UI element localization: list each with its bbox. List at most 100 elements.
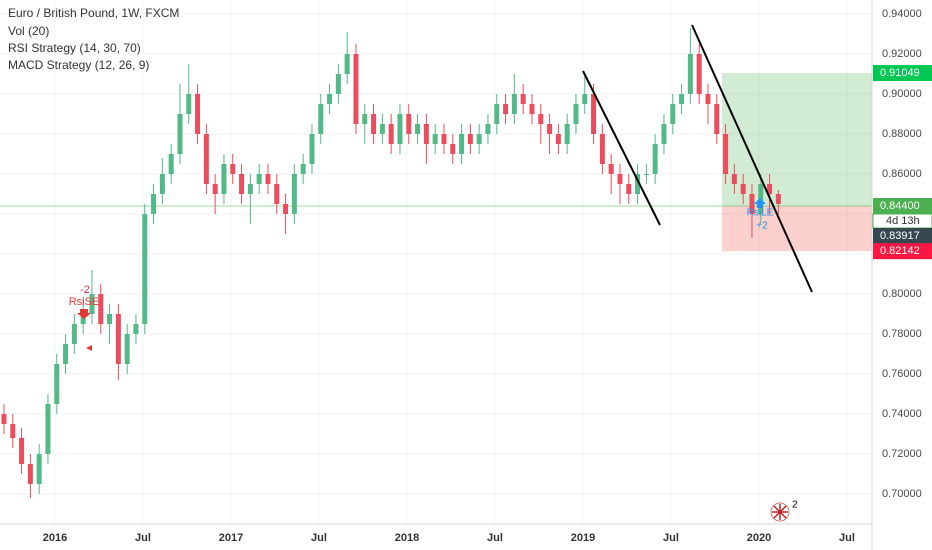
x-tick-label: 2017 <box>219 532 243 544</box>
candle-body <box>555 134 561 144</box>
candle-body <box>107 314 113 324</box>
x-tick-label: 2019 <box>571 532 595 544</box>
y-tick-label: 0.80000 <box>882 288 922 300</box>
candle-body <box>397 114 403 144</box>
trend-line[interactable] <box>582 70 661 226</box>
candle-body <box>388 124 394 144</box>
candle-body <box>591 94 597 134</box>
candle-body <box>635 174 641 194</box>
candle-body <box>89 294 95 314</box>
candle-body <box>582 94 588 104</box>
y-tick-label: 0.74000 <box>882 408 922 420</box>
candle-body <box>705 94 711 104</box>
x-tick-label: 2020 <box>747 532 771 544</box>
candle-body <box>309 134 315 164</box>
price-label-bg <box>873 228 932 244</box>
candle-body <box>353 54 359 124</box>
candle-body <box>441 134 447 144</box>
x-tick-label: 2018 <box>395 532 419 544</box>
candle-body <box>142 214 148 324</box>
candle-body <box>485 124 491 134</box>
candle-body <box>80 314 86 324</box>
candle-body <box>283 204 289 214</box>
loss-zone <box>722 206 872 252</box>
profit-zone <box>722 73 872 207</box>
candle-body <box>115 314 121 364</box>
candle-body <box>731 174 737 184</box>
buy-arrow <box>754 198 766 208</box>
candle-body <box>265 174 271 184</box>
candle-body <box>203 134 209 184</box>
candle-body <box>547 124 553 134</box>
price-label-bg <box>873 198 932 214</box>
candle-body <box>195 94 201 134</box>
candle-body <box>362 114 368 124</box>
price-label: 0.83917 <box>880 230 920 242</box>
candle-body <box>247 184 253 194</box>
indicator-legend[interactable]: Vol (20) <box>8 24 49 38</box>
price-label-bg <box>873 243 932 260</box>
candle-body <box>696 54 702 94</box>
candle-body <box>740 184 746 194</box>
candle-body <box>714 104 720 134</box>
events-count: 2 <box>792 500 798 511</box>
indicator-legend[interactable]: MACD Strategy (12, 26, 9) <box>8 58 149 72</box>
y-tick-label: 0.86000 <box>882 168 922 180</box>
candle-body <box>221 164 227 194</box>
candle-body <box>10 424 16 438</box>
x-tick-label: Jul <box>311 532 327 544</box>
candles <box>1 28 781 498</box>
candle-body <box>538 114 544 124</box>
y-tick-label: 0.92000 <box>882 48 922 60</box>
candle-body <box>599 134 605 164</box>
trend-line[interactable] <box>691 24 813 293</box>
candle-body <box>27 464 33 484</box>
candle-body <box>300 164 306 174</box>
candle-body <box>423 124 429 144</box>
candle-body <box>19 438 25 464</box>
candle-body <box>564 124 570 144</box>
x-tick-label: Jul <box>135 532 151 544</box>
candle-body <box>1 414 7 424</box>
candle-body <box>371 114 377 134</box>
candle-body <box>63 344 69 364</box>
candle-body <box>98 294 104 324</box>
candle-body <box>626 184 632 194</box>
candle-body <box>151 194 157 214</box>
y-tick-label: 0.78000 <box>882 328 922 340</box>
y-tick-label: 0.90000 <box>882 88 922 100</box>
x-tick-label: Jul <box>839 532 855 544</box>
signal-label: RsiSE <box>69 296 100 308</box>
candle-body <box>291 174 297 214</box>
candle-body <box>318 104 324 134</box>
candle-body <box>467 134 473 144</box>
candle-body <box>124 334 130 364</box>
symbol-title[interactable]: Euro / British Pound, 1W, FXCM <box>8 6 179 20</box>
candle-body <box>643 174 649 175</box>
y-tick-label: 0.70000 <box>882 488 922 500</box>
candle-body <box>520 94 526 104</box>
candle-body <box>450 144 456 154</box>
signal-label: RsiLE <box>747 208 774 219</box>
candle-body <box>406 114 412 134</box>
signal-count: +2 <box>756 221 768 232</box>
candle-body <box>767 184 773 194</box>
candle-body <box>459 134 465 154</box>
candle-body <box>379 124 385 134</box>
y-tick-label: 0.88000 <box>882 128 922 140</box>
candle-body <box>749 194 755 214</box>
candle-body <box>775 194 781 204</box>
candle-body <box>45 404 51 454</box>
candle-body <box>274 184 280 204</box>
candle-body <box>652 144 658 174</box>
candle-body <box>212 184 218 194</box>
candle-body <box>503 104 509 114</box>
candle-body <box>432 134 438 144</box>
candle-body <box>36 454 42 484</box>
indicator-legend[interactable]: RSI Strategy (14, 30, 70) <box>8 41 141 55</box>
candle-body <box>186 94 192 114</box>
price-label: 0.84400 <box>880 200 920 212</box>
candle-body <box>511 94 517 114</box>
candle-body <box>679 94 685 104</box>
